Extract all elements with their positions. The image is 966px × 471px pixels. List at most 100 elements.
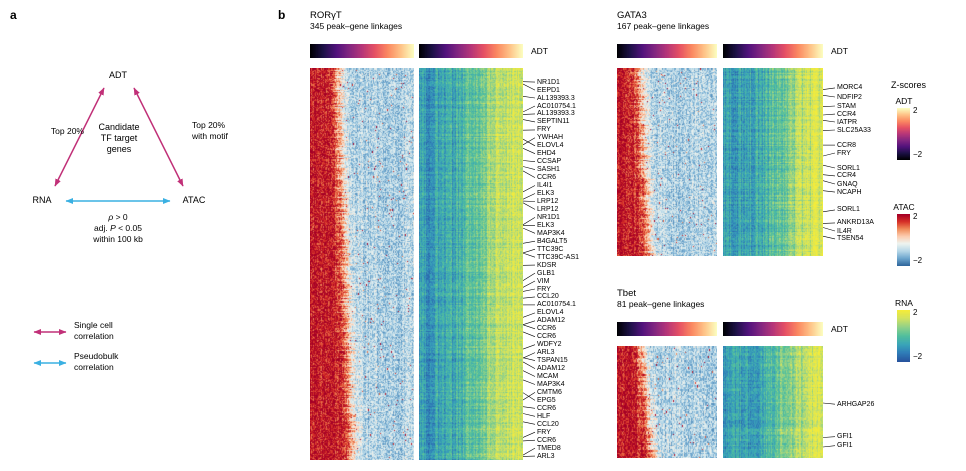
- gene-label: NR1D1: [537, 78, 560, 86]
- gene-label: CCR8: [837, 141, 857, 149]
- gene-label: ELK3: [537, 221, 555, 229]
- gene-leader-line: [823, 190, 836, 193]
- gene-label: GFI1: [837, 442, 853, 450]
- gene-leader-line: [523, 272, 536, 281]
- gene-leader-line: [523, 392, 536, 401]
- gene-leader-line: [523, 105, 536, 113]
- gene-label: NR1D1: [537, 213, 560, 221]
- gene-label: KDSR: [537, 261, 557, 269]
- tbet-adt-axis-label: ADT: [831, 324, 848, 334]
- gene-label: HLF: [537, 412, 551, 420]
- gene-label: SORL1: [837, 164, 860, 172]
- adt-legend-colorbar: [897, 108, 910, 160]
- gene-label: MORC4: [837, 84, 863, 92]
- gene-leader-line: [523, 357, 536, 361]
- rorgt-title: RORγT: [310, 10, 342, 21]
- gene-label: MAP3K4: [537, 229, 565, 237]
- zscore-adt-label: ADT: [895, 96, 913, 106]
- gene-label: WDFY2: [537, 341, 562, 349]
- rho-symbol: ρ: [108, 212, 114, 222]
- gene-label: CCR6: [537, 404, 557, 412]
- gene-leader-line: [523, 324, 536, 330]
- rorgt-subtitle: 345 peak–gene linkages: [310, 21, 403, 31]
- gene-leader-line: [823, 227, 836, 232]
- gene-leader-line: [523, 312, 536, 318]
- gene-label: GFI1: [837, 433, 853, 441]
- gene-leader-line: [823, 222, 836, 224]
- gene-leader-line: [523, 361, 536, 369]
- gene-leader-line: [523, 166, 536, 170]
- gene-leader-line: [523, 288, 536, 292]
- gene-label: ADAM12: [537, 317, 566, 325]
- gene-leader-line: [823, 113, 836, 116]
- gene-label: SLC25A33: [837, 126, 871, 134]
- gene-leader-line: [523, 439, 536, 442]
- gene-leader-line: [823, 180, 836, 185]
- node-rna: RNA: [32, 195, 52, 205]
- gene-leader-line: [523, 170, 536, 178]
- rna-legend-min: −2: [913, 352, 923, 361]
- gene-leader-line: [823, 120, 836, 123]
- legend-pseudobulk-label: Pseudobulk correlation: [74, 351, 119, 372]
- gata3-subtitle: 167 peak–gene linkages: [617, 21, 710, 31]
- rorgt-adt-sort-colorbar-rna: [419, 44, 523, 58]
- gene-label: FRY: [837, 149, 851, 157]
- gene-leader-line: [523, 344, 536, 350]
- rna-legend-colorbar: [897, 310, 910, 362]
- gene-leader-line: [523, 240, 536, 244]
- gene-leader-line: [523, 227, 536, 234]
- tbet-atac-heatmap: [617, 346, 717, 458]
- stats-p-line: adj. P < 0.05: [58, 223, 178, 234]
- gene-label: FRY: [537, 428, 551, 436]
- gene-label: EPG5: [537, 396, 556, 404]
- gene-label: CCR6: [537, 325, 557, 333]
- gene-leader-line: [823, 87, 836, 90]
- rorgt-adt-sort-colorbar-atac: [310, 44, 414, 58]
- gene-leader-line: [823, 95, 836, 98]
- gene-label: FRY: [537, 126, 551, 134]
- gene-leader-line: [823, 164, 836, 169]
- stats-rho-line: ρ > 0: [58, 212, 178, 223]
- gene-leader-line: [523, 217, 536, 225]
- zscore-atac-entry: ATAC 2 −2: [891, 202, 951, 272]
- gene-leader-line: [523, 352, 536, 359]
- left-edge-label: Top 20%: [50, 126, 84, 136]
- zscore-legend-title: Z-scores: [891, 80, 927, 90]
- gene-label: ELK3: [537, 190, 555, 197]
- adj-prefix: adj.: [94, 223, 111, 233]
- tbet-rna-heatmap: [723, 346, 823, 458]
- gene-label: AC010754.1: [537, 102, 576, 110]
- gene-leader-line: [823, 402, 836, 405]
- gene-label: CCR4: [837, 110, 857, 118]
- gene-leader-line: [523, 252, 536, 258]
- gene-label: TTC39C: [537, 245, 564, 253]
- zscore-rna-entry: RNA 2 −2: [891, 298, 951, 368]
- gene-label: CCR6: [537, 333, 557, 341]
- gene-label: GNAQ: [837, 180, 858, 188]
- gene-leader-line: [523, 83, 536, 91]
- gene-label: ARHGAP26: [837, 400, 875, 408]
- gene-label: CCSAP: [537, 158, 562, 166]
- atac-adt-arrow: [133, 87, 184, 187]
- gene-leader-line: [823, 152, 836, 157]
- gene-leader-line: [523, 96, 536, 99]
- gene-label: TTC39C-AS1: [537, 253, 580, 261]
- atac-legend-min: −2: [913, 256, 923, 265]
- gene-leader-line: [523, 370, 536, 377]
- rorgt-adt-axis-label: ADT: [531, 46, 548, 56]
- gene-leader-line: [823, 445, 836, 448]
- gene-leader-line: [523, 447, 536, 456]
- gene-leader-line: [823, 436, 836, 438]
- gene-label: AL139393.3: [537, 94, 575, 102]
- gene-leader-line: [523, 119, 536, 123]
- gata3-atac-heatmap: [617, 68, 717, 256]
- rna-legend-max: 2: [913, 308, 918, 317]
- gata3-adt-axis-label: ADT: [831, 46, 848, 56]
- gene-label: ARL3: [537, 452, 555, 460]
- gene-label: MAP3K4: [537, 381, 565, 388]
- node-adt: ADT: [109, 70, 127, 80]
- gene-label: SORL1: [837, 206, 860, 214]
- gata3-adt-sort-colorbar-rna: [723, 44, 823, 58]
- gene-label: TSEN54: [837, 235, 864, 243]
